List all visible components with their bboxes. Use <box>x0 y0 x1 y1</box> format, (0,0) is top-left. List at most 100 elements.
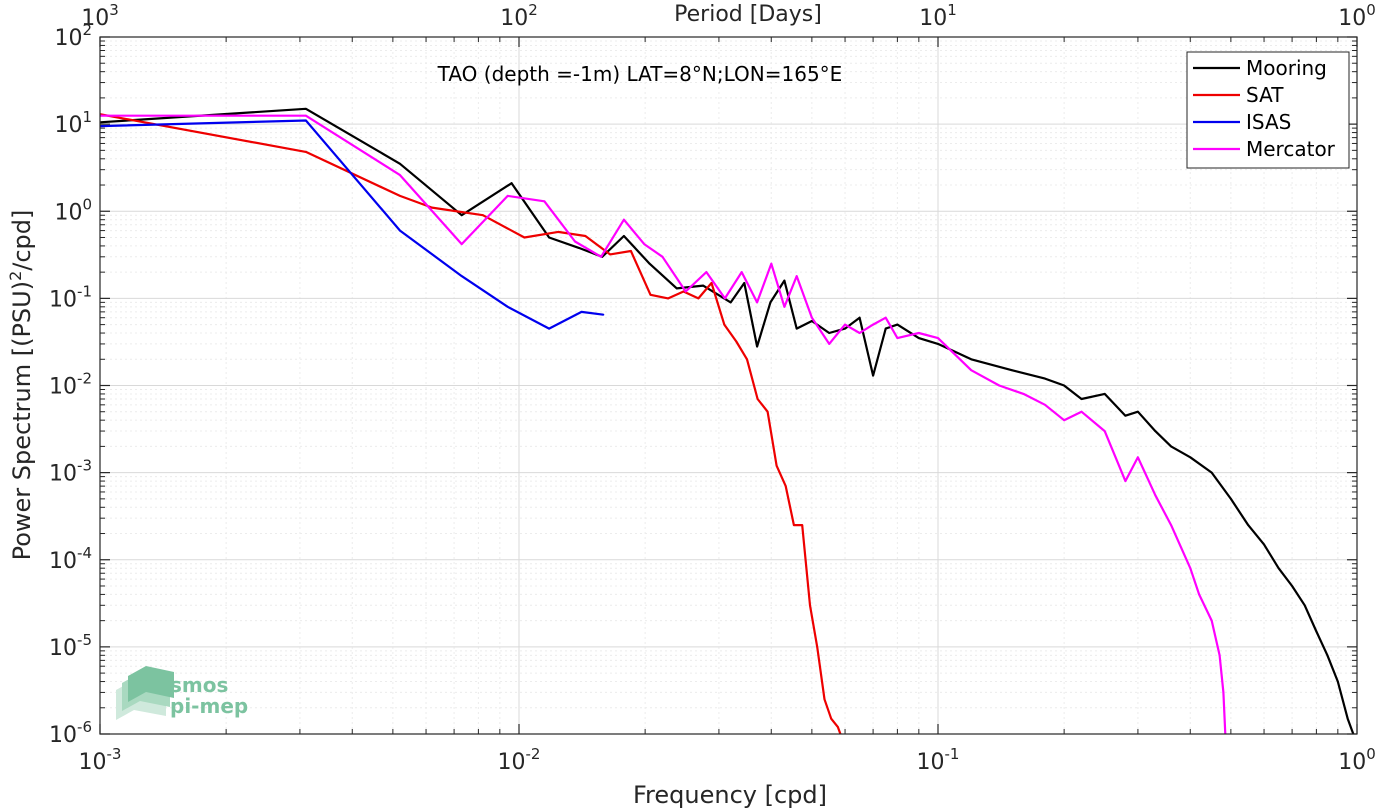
data-point-sat <box>801 524 804 526</box>
data-point-sat <box>793 524 795 526</box>
y-axis-title-tail: /cpd] <box>8 210 36 271</box>
y-tick-label: 10-5 <box>49 631 92 661</box>
data-point-mercator <box>305 114 307 117</box>
data-point-mooring <box>769 301 772 304</box>
data-point-sat <box>809 604 811 607</box>
data-point-mooring <box>1263 543 1265 546</box>
x-tick-label: 10-1 <box>917 745 960 775</box>
data-point-mercator <box>623 218 625 221</box>
x-tick-label: 10-2 <box>498 745 541 775</box>
y-tick-label: 102 <box>54 21 92 51</box>
data-point-mooring <box>729 301 732 304</box>
data-point-mercator <box>1210 619 1213 622</box>
y-tick-base: 10 <box>49 723 77 748</box>
data-point-mercator <box>1189 567 1192 570</box>
data-point-mercator <box>1137 456 1139 459</box>
data-point-sat <box>735 340 738 343</box>
data-point-isas <box>602 313 605 316</box>
y-tick-exponent: 2 <box>82 21 92 39</box>
data-point-mooring <box>1044 377 1046 380</box>
data-point-sat <box>697 297 700 300</box>
top-tick-base: 10 <box>1338 6 1366 31</box>
x-tick-exponent: -1 <box>945 745 960 763</box>
data-point-mooring <box>1346 717 1349 720</box>
y-tick-exponent: -4 <box>77 544 92 562</box>
data-point-sat <box>830 717 833 720</box>
y-tick-exponent: -3 <box>77 457 92 475</box>
legend-label-isas: ISAS <box>1246 110 1291 134</box>
data-point-sat <box>823 698 826 701</box>
data-point-mercator <box>896 337 899 339</box>
data-point-mooring <box>844 327 846 330</box>
data-point-mercator <box>811 316 813 319</box>
data-point-mooring <box>510 182 513 185</box>
data-point-mercator <box>1080 410 1083 413</box>
x-tick-label: 10-3 <box>79 745 122 775</box>
data-point-mooring <box>1170 445 1172 448</box>
top-tick-label: 101 <box>919 1 957 31</box>
top-tick-base: 10 <box>81 6 109 31</box>
y-tick-label: 100 <box>54 195 92 225</box>
data-point-mercator <box>1218 654 1221 657</box>
data-point-sat <box>584 235 587 237</box>
top-tick-exponent: 2 <box>528 1 538 19</box>
data-point-sat <box>766 410 769 413</box>
top-tick-label: 100 <box>1338 1 1376 31</box>
ticks <box>99 36 1358 735</box>
y-tick-exponent: 1 <box>82 108 92 126</box>
data-point-mercator <box>705 271 708 273</box>
legend: Mooring SAT ISAS Mercator <box>1186 51 1350 169</box>
data-point-mooring <box>828 332 831 334</box>
data-point-mooring <box>1154 430 1157 432</box>
smos-pi-mep-logo: smos pi-mep <box>116 666 248 720</box>
x-tick-exponent: 0 <box>1366 745 1376 763</box>
y-tick-label: 10-3 <box>49 457 92 487</box>
data-point-mercator <box>600 255 602 258</box>
data-point-sat <box>775 464 778 467</box>
x-tick-exponent: -3 <box>107 745 122 763</box>
y-tick-label: 10-4 <box>49 544 92 574</box>
data-point-mercator <box>1022 393 1025 395</box>
data-point-isas <box>548 327 550 330</box>
logo-mark <box>116 666 174 720</box>
data-point-sat <box>682 290 685 293</box>
y-tick-base: 10 <box>49 462 77 487</box>
data-point-mercator <box>399 174 401 177</box>
x-tick-base: 10 <box>917 750 945 775</box>
data-point-mooring <box>305 107 307 110</box>
data-point-mercator <box>1103 430 1106 432</box>
data-point-mooring <box>578 247 580 249</box>
data-point-sat <box>431 206 433 209</box>
data-point-mooring <box>1063 384 1065 387</box>
data-point-mooring <box>896 323 899 326</box>
data-point-mercator <box>740 271 743 273</box>
data-point-mercator <box>937 337 939 339</box>
data-point-sat <box>710 282 713 284</box>
y-tick-exponent: -5 <box>77 631 92 649</box>
data-point-mooring <box>1189 456 1192 459</box>
data-point-sat <box>399 195 401 197</box>
data-point-mooring <box>1230 498 1232 500</box>
data-point-mooring <box>1247 524 1250 526</box>
logo-line-1: smos <box>170 673 228 697</box>
y-tick-base: 10 <box>49 375 77 400</box>
data-point-mooring <box>858 316 861 319</box>
data-point-mooring <box>1103 393 1106 395</box>
data-point-mooring <box>917 337 920 339</box>
top-tick-label: 102 <box>500 1 538 31</box>
data-point-mooring <box>1080 398 1083 400</box>
data-point-sat <box>756 398 759 400</box>
series-line-isas <box>100 119 604 330</box>
x-tick-base: 10 <box>1338 750 1366 775</box>
data-point-mooring <box>675 287 678 290</box>
data-point-sat <box>557 231 559 233</box>
data-point-sat <box>784 485 787 487</box>
data-point-sat <box>816 646 819 648</box>
legend-label-mooring: Mooring <box>1246 56 1327 80</box>
data-point-mercator <box>756 301 758 304</box>
series-line-sat <box>100 113 842 734</box>
data-point-mooring <box>811 320 813 322</box>
logo-layer-3 <box>128 666 174 702</box>
data-point-mooring <box>795 327 798 330</box>
